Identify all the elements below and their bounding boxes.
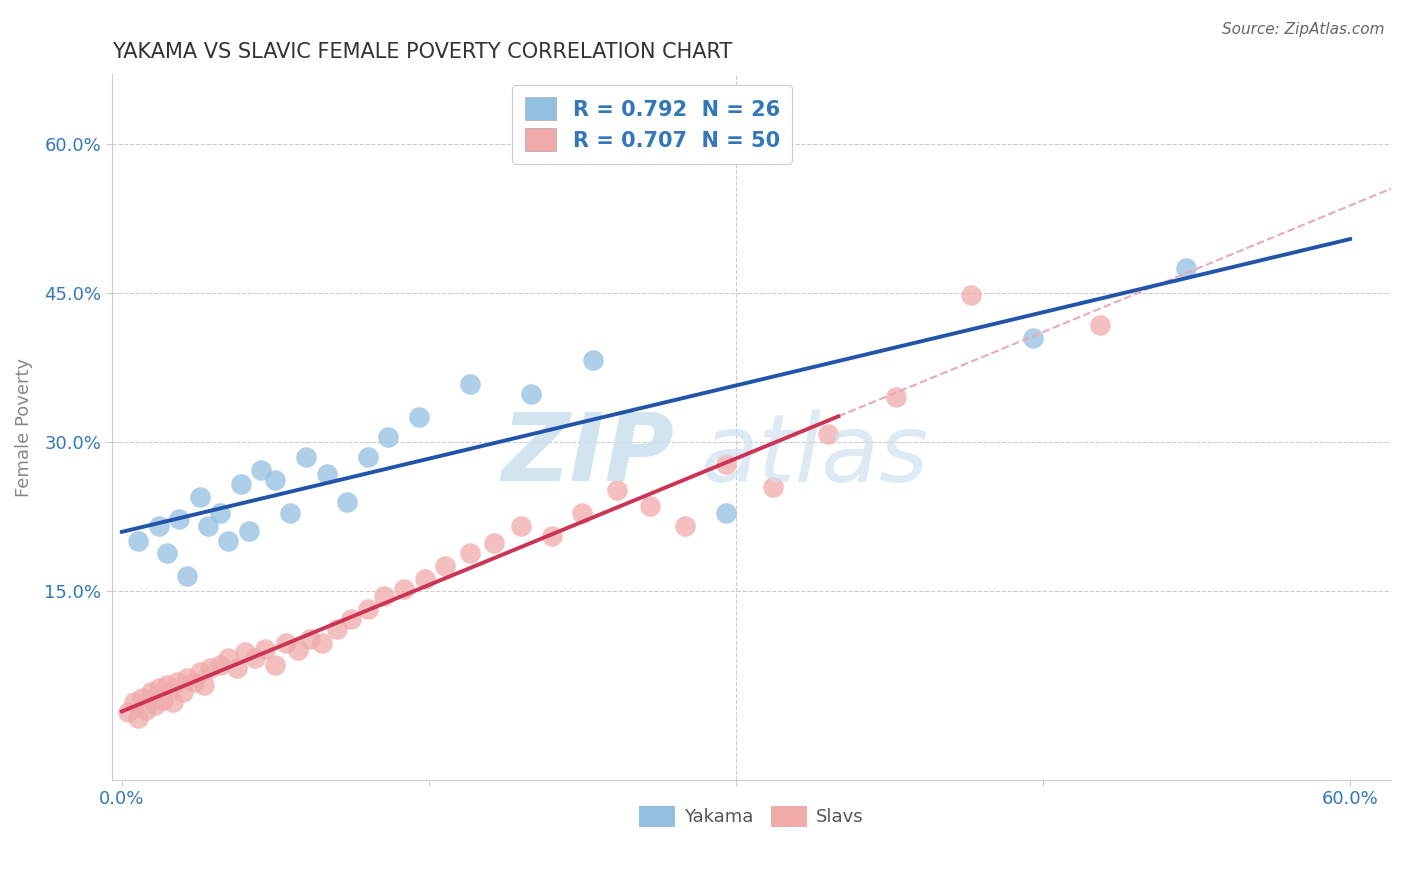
Point [117, 705, 139, 719]
Point [229, 476, 252, 491]
Point [326, 622, 349, 636]
Point [315, 467, 337, 481]
Point [209, 658, 232, 673]
Point [714, 457, 737, 471]
Text: ZIP: ZIP [502, 409, 675, 501]
Point [638, 500, 661, 514]
Point [183, 675, 205, 690]
Point [127, 534, 149, 549]
Point [156, 678, 179, 692]
Text: YAKAMA VS SLAVIC FEMALE POVERTY CORRELATION CHART: YAKAMA VS SLAVIC FEMALE POVERTY CORRELAT… [111, 42, 733, 62]
Point [356, 601, 378, 615]
Point [413, 572, 436, 586]
Point [336, 494, 359, 508]
Point [960, 288, 983, 302]
Point [884, 390, 907, 404]
Point [209, 507, 232, 521]
Point [166, 675, 188, 690]
Point [540, 529, 562, 543]
Point [408, 410, 430, 425]
Point [287, 643, 309, 657]
Point [714, 507, 737, 521]
Point [233, 645, 256, 659]
Point [510, 519, 533, 533]
Point [1175, 261, 1198, 276]
Text: atlas: atlas [700, 409, 928, 500]
Point [250, 463, 273, 477]
Point [762, 480, 785, 494]
Point [167, 512, 190, 526]
Point [122, 695, 145, 709]
Point [1022, 331, 1045, 345]
Point [176, 569, 198, 583]
Point [377, 430, 399, 444]
Point [311, 635, 333, 649]
Point [373, 589, 395, 603]
Point [356, 450, 378, 464]
Point [278, 507, 301, 521]
Point [162, 695, 184, 709]
Point [264, 658, 287, 673]
Point [152, 693, 174, 707]
Text: Source: ZipAtlas.com: Source: ZipAtlas.com [1222, 22, 1385, 37]
Point [198, 661, 221, 675]
Point [193, 678, 215, 692]
Point [217, 651, 239, 665]
Point [217, 534, 239, 549]
Point [225, 661, 247, 675]
Point [606, 483, 628, 497]
Point [135, 703, 157, 717]
Point [520, 387, 543, 401]
Point [148, 519, 170, 533]
Point [458, 377, 481, 392]
Point [299, 632, 322, 646]
Point [156, 546, 179, 560]
Point [127, 711, 149, 725]
Point [295, 450, 318, 464]
Point [243, 651, 266, 665]
Point [188, 665, 211, 680]
Point [197, 519, 219, 533]
Point [139, 685, 162, 699]
Point [582, 353, 605, 368]
Point [458, 546, 481, 560]
Point [484, 536, 506, 550]
Point [148, 681, 170, 696]
Point [176, 671, 198, 685]
Point [264, 473, 287, 487]
Point [172, 685, 194, 699]
Point [1090, 318, 1112, 332]
Point [238, 524, 260, 539]
Point [340, 612, 363, 626]
Point [188, 490, 211, 504]
Legend: Yakama, Slavs: Yakama, Slavs [631, 798, 872, 834]
Point [434, 559, 457, 574]
Point [274, 635, 297, 649]
Point [571, 507, 593, 521]
Point [673, 519, 696, 533]
Point [131, 691, 153, 706]
Point [254, 641, 277, 656]
Point [143, 698, 166, 712]
Point [817, 427, 839, 442]
Y-axis label: Female Poverty: Female Poverty [15, 358, 32, 497]
Point [394, 582, 416, 596]
